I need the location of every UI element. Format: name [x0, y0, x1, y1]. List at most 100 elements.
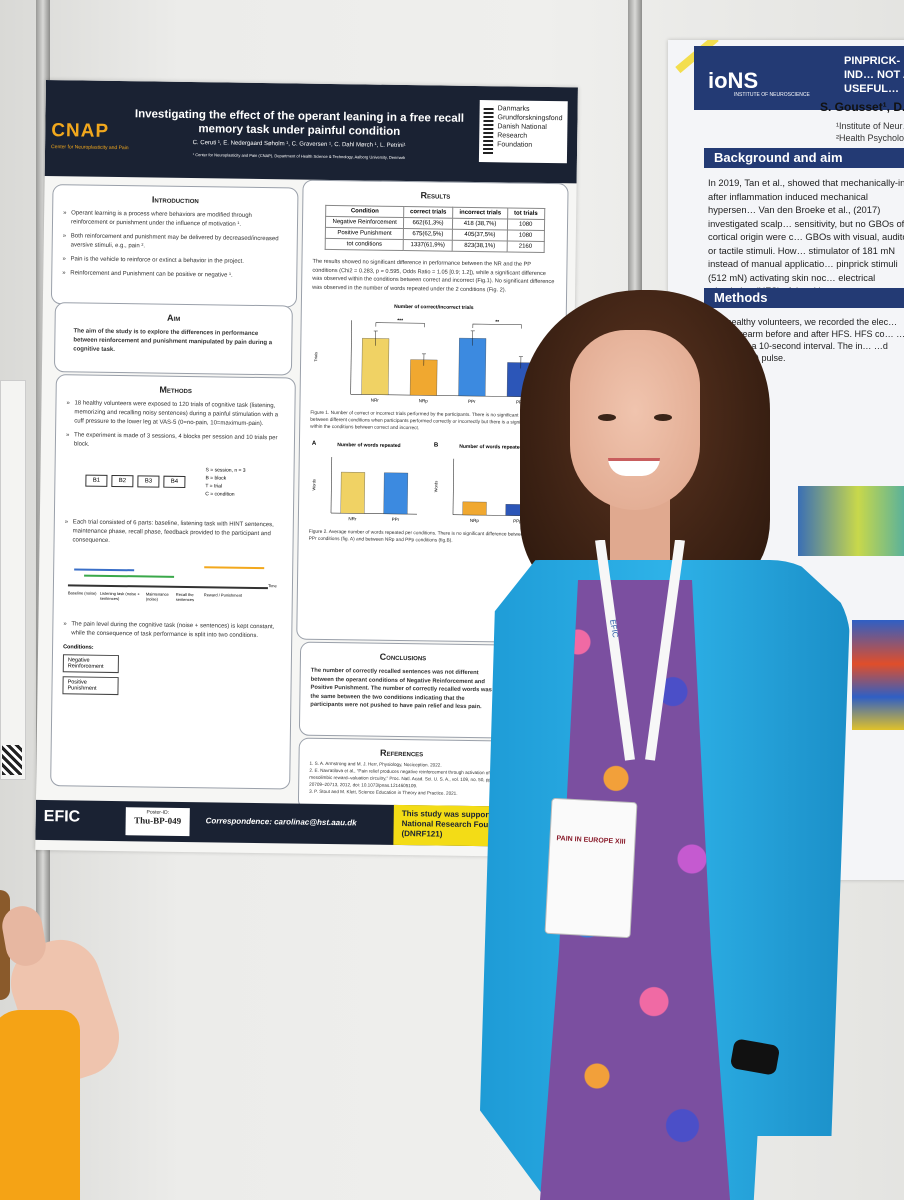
aim-title: Aim — [167, 312, 181, 323]
conditions-block: Conditions: Negative Reinforcement Posit… — [62, 644, 281, 697]
qr-code — [2, 745, 22, 775]
table-cell: 1080 — [507, 218, 545, 231]
table-cell: 1080 — [507, 229, 544, 242]
cnap-logo: CNAP — [51, 120, 110, 142]
significance-bracket — [472, 323, 522, 329]
dnrf-logo: Danmarks Grundforskningsfond Danish Nati… — [478, 100, 568, 164]
block-label: B1 — [85, 474, 108, 487]
lanyard-text: EFIC — [608, 619, 620, 639]
timeline-label: Maintenance (noise) — [145, 591, 169, 602]
display-post-middle — [628, 0, 642, 300]
left-poster-edge — [0, 380, 26, 780]
session-block-diagram: B1 B2 B3 B4 S = session, n = 3 B = block… — [65, 454, 284, 517]
significance-label: ** — [495, 319, 499, 325]
diagram-legend: S = session, n = 3 B = block T = trial C… — [205, 466, 245, 499]
tick-label: PPp — [513, 519, 522, 524]
intro-item: Reinforcement and Punishment can be posi… — [62, 269, 286, 281]
y-axis-label: Words — [433, 481, 438, 493]
tick-label: NRr — [371, 398, 380, 403]
timeline-bar — [74, 568, 135, 572]
table-cell: 1337(61,9%) — [402, 239, 453, 252]
aim-text: The aim of the study is to explore the d… — [73, 328, 273, 353]
main-poster: CNAP Center for Neuroplasticity and Pain… — [35, 80, 578, 858]
methods-item: The pain level during the cognitive task… — [63, 620, 281, 641]
timeline-axis — [67, 584, 268, 590]
block-label: B3 — [137, 475, 160, 488]
second-poster-authors: S. Gousset¹, D. — [820, 100, 904, 114]
y-axis — [452, 458, 455, 515]
chart-title: Number of words repeated — [337, 442, 400, 449]
intro-item: Both reinforcement and punishment may be… — [63, 232, 287, 253]
timeline-bar — [204, 566, 265, 570]
table-header: correct trials — [403, 206, 453, 219]
poster-title: Investigating the effect of the operant … — [134, 108, 465, 138]
timeline-bar — [84, 574, 175, 578]
introduction-title: Introduction — [151, 194, 199, 206]
aim-section: Aim The aim of the study is to explore t… — [53, 302, 293, 376]
table-cell: 662(61,3%) — [403, 217, 453, 230]
methods-title: Methods — [159, 384, 193, 396]
lanyard: EFIC — [595, 540, 685, 761]
bar — [383, 472, 409, 515]
timeline-label: Baseline (noise) — [67, 590, 97, 596]
intro-item: Operant learning is a process where beha… — [63, 209, 287, 230]
time-frequency-plot — [798, 486, 904, 556]
background-text: In 2019, Tan et al., showed that mechani… — [708, 177, 904, 296]
results-table: Condition correct trials incorrect trials t… — [325, 205, 545, 253]
chart-title: Number of correct/incorrect trials — [394, 304, 474, 311]
tick-label: NRp — [419, 398, 429, 403]
table-cell: 823(38,1%) — [452, 240, 508, 252]
conference-badge: PAIN IN EUROPE XIII — [544, 797, 638, 939]
poster-id: Thu-BP-049 — [134, 815, 182, 826]
trial-timeline: Baseline (noise) Listening task (noise +… — [64, 550, 283, 619]
table-header: tot trials — [507, 207, 545, 220]
methods-item: 18 healthy volunteers were exposed to 12… — [66, 399, 284, 429]
tick-label: PPr — [468, 399, 476, 404]
poster-id-box: Poster-ID: Thu-BP-049 — [125, 807, 190, 837]
presenter: EFIC PAIN IN EUROPE XIII — [460, 290, 880, 1200]
significance-bracket — [375, 322, 425, 328]
badge-event-name: PAIN IN EUROPE XIII — [556, 835, 626, 846]
cnap-subtitle: Center for Neuroplasticity and Pain — [51, 144, 129, 152]
block-label: B2 — [111, 474, 134, 488]
methods-item: The experiment is made of 3 sessions, 4 … — [66, 431, 284, 452]
table-row: tot conditions 1337(61,9%) 823(38,1%) 2160 — [325, 238, 544, 253]
timeline-label: Reward / Punishment — [203, 592, 243, 598]
table-cell: 675(62,5%) — [403, 228, 453, 241]
panel-label: A — [312, 441, 317, 447]
timeline-label: Time — [267, 583, 277, 589]
results-title: Results — [420, 190, 451, 201]
poster-header: CNAP Center for Neuroplasticity and Pain… — [44, 80, 578, 184]
timeline-label: Listening task (noise + sentences) — [99, 590, 140, 602]
timeline-label: Recall the sentences — [175, 591, 195, 603]
eye — [598, 414, 616, 421]
table-header: incorrect trials — [452, 207, 508, 219]
smile — [608, 458, 660, 476]
methods-item: Each trial consisted of 6 parts: baselin… — [65, 518, 283, 548]
tick-label: NRp — [470, 518, 480, 523]
poster-affiliation: ¹ Center for Neuroplasticity and Pain (C… — [192, 152, 406, 161]
significance-label: *** — [397, 318, 403, 324]
block-label: B4 — [163, 475, 186, 488]
tick-label: PPr — [392, 517, 400, 522]
table-cell: 405(37,5%) — [452, 229, 508, 241]
correspondence-email: Correspondence: carolinac@hst.aau.dk — [205, 816, 357, 828]
methods-heading: Methods — [704, 288, 904, 308]
poster-authors: C. Ceruti ¹, E. Nedergaard Søholm ¹, C. … — [192, 140, 406, 150]
eye — [654, 414, 672, 421]
conditions-title: Conditions: — [63, 644, 94, 651]
efic-logo: EFIC — [43, 808, 81, 826]
heatmap-plot — [852, 620, 904, 730]
second-poster-title: PINPRICK-IND… NOT A USEFUL… — [844, 55, 904, 95]
legend-item: C = condition — [205, 491, 235, 498]
bar — [361, 338, 390, 395]
background-heading: Background and aim — [704, 148, 904, 168]
ions-logo: ioNS — [708, 68, 759, 93]
condition-label: Positive Punishment — [62, 676, 119, 696]
condition-label: Negative Reinforcement — [62, 654, 119, 674]
y-axis-label: Words — [311, 479, 316, 491]
y-axis — [350, 320, 352, 395]
chart-title: Number of words repeated — [459, 444, 522, 451]
panel-label: B — [434, 442, 439, 448]
y-axis-label: Trials — [313, 352, 318, 362]
